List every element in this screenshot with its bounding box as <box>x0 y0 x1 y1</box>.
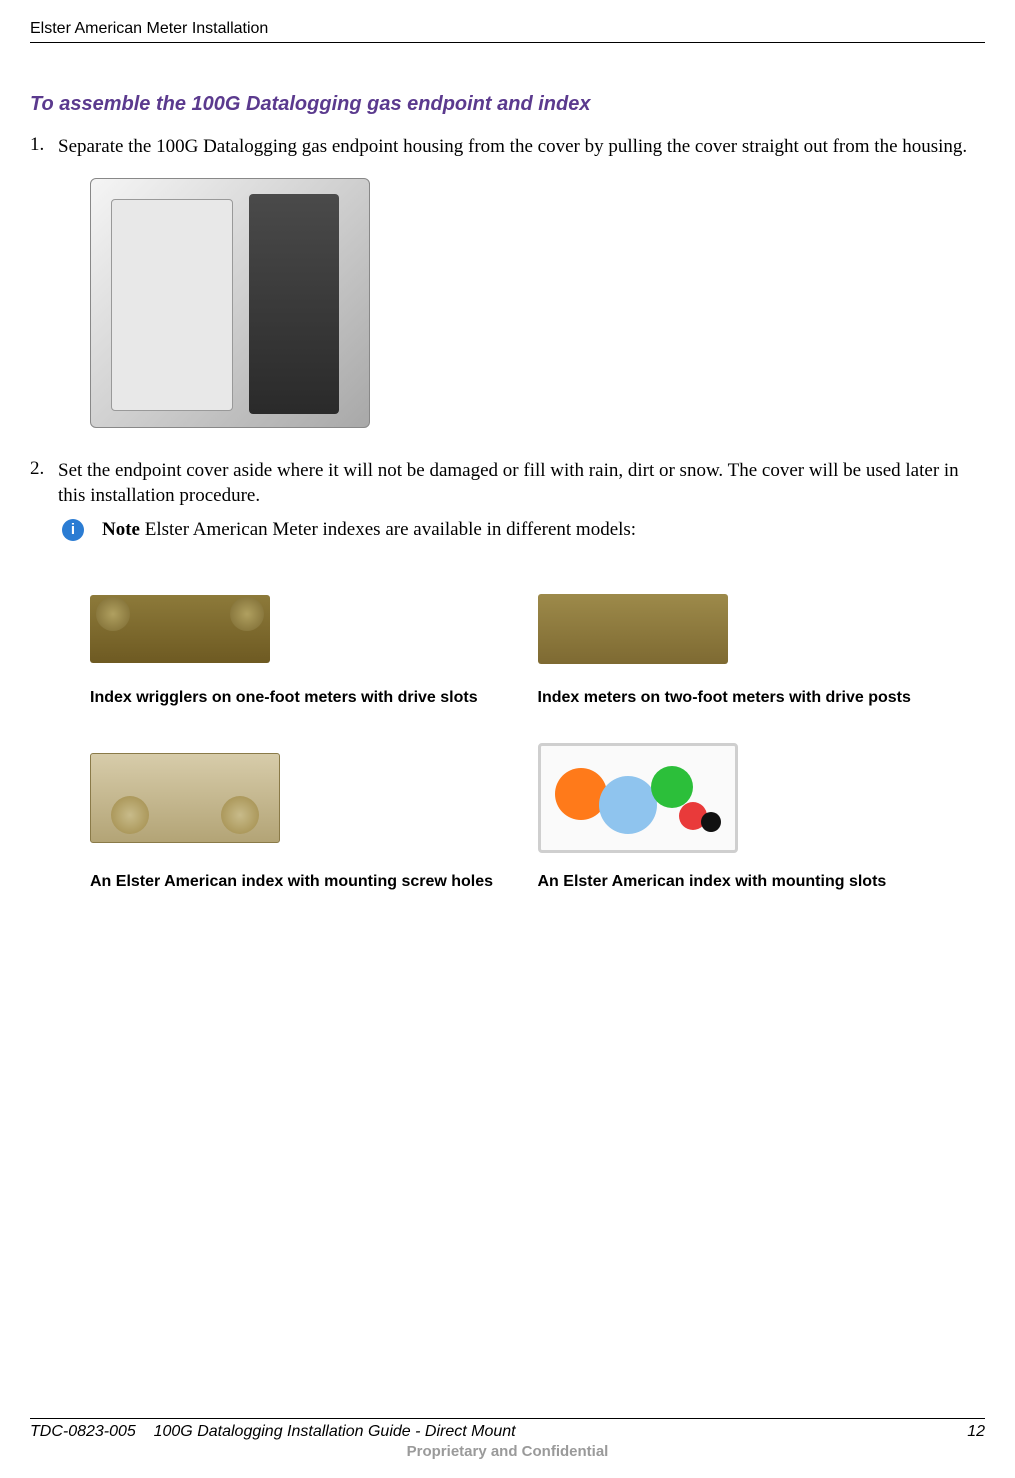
step-list-2: 2. Set the endpoint cover aside where it… <box>30 458 985 509</box>
footer-doc-id: TDC-0823-005 <box>30 1423 136 1440</box>
figure-index-two-foot <box>538 589 976 669</box>
index-board2-image <box>538 594 728 664</box>
index-slots-image <box>538 743 738 853</box>
caption-2: Index meters on two-foot meters with dri… <box>538 689 976 707</box>
page: Elster American Meter Installation To as… <box>0 0 1015 1478</box>
index-screw-image <box>90 753 280 843</box>
note-row: i Note Elster American Meter indexes are… <box>62 519 985 541</box>
info-icon: i <box>62 519 84 541</box>
gear-blue-icon <box>599 776 657 834</box>
figure-1-wrap <box>90 178 985 428</box>
figure-index-wrigglers <box>90 589 528 669</box>
page-header: Elster American Meter Installation <box>30 20 985 43</box>
caption-3: An Elster American index with mounting s… <box>90 873 528 891</box>
caption-4: An Elster American index with mounting s… <box>538 873 976 891</box>
header-rule <box>30 42 985 43</box>
figure-index-screw <box>90 743 528 853</box>
footer-page: 12 <box>967 1423 985 1441</box>
figure-housing-image <box>90 178 370 428</box>
gear-black-icon <box>701 812 721 832</box>
page-footer: TDC-0823-005 100G Datalogging Installati… <box>30 1418 985 1460</box>
step-text: Separate the 100G Datalogging gas endpoi… <box>58 134 967 160</box>
footer-left: TDC-0823-005 100G Datalogging Installati… <box>30 1423 516 1441</box>
note-text: Note Elster American Meter indexes are a… <box>102 519 636 541</box>
note-body: Elster American Meter indexes are availa… <box>140 519 636 540</box>
header-title: Elster American Meter Installation <box>30 20 985 38</box>
note-label: Note <box>102 519 140 540</box>
footer-rule <box>30 1418 985 1419</box>
caption-1: Index wrigglers on one-foot meters with … <box>90 689 528 707</box>
step-list: 1. Separate the 100G Datalogging gas end… <box>30 134 985 160</box>
cell-2: Index meters on two-foot meters with dri… <box>538 589 976 743</box>
step-text: Set the endpoint cover aside where it wi… <box>58 458 985 509</box>
step-number: 2. <box>30 458 58 509</box>
cell-1: Index wrigglers on one-foot meters with … <box>90 589 528 743</box>
gear-green-icon <box>651 766 693 808</box>
figure-index-slots <box>538 743 976 853</box>
step-2: 2. Set the endpoint cover aside where it… <box>30 458 985 509</box>
cell-3: An Elster American index with mounting s… <box>90 743 528 927</box>
footer-line1: TDC-0823-005 100G Datalogging Installati… <box>30 1423 985 1441</box>
step-number: 1. <box>30 134 58 160</box>
index-grid: Index wrigglers on one-foot meters with … <box>90 589 975 927</box>
step-1: 1. Separate the 100G Datalogging gas end… <box>30 134 985 160</box>
footer-confidential: Proprietary and Confidential <box>30 1443 985 1460</box>
footer-title: 100G Datalogging Installation Guide - Di… <box>154 1423 516 1440</box>
gear-orange-icon <box>555 768 607 820</box>
cell-4: An Elster American index with mounting s… <box>538 743 976 927</box>
section-heading: To assemble the 100G Datalogging gas end… <box>30 93 985 116</box>
index-board-image <box>90 595 270 663</box>
